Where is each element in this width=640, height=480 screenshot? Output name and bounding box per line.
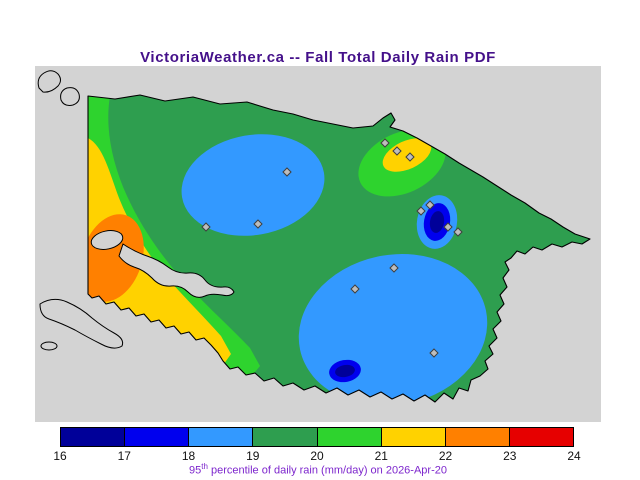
colorbar (60, 427, 574, 447)
island-outline-northwest-1 (37, 70, 61, 93)
colorbar-tick: 23 (503, 449, 517, 463)
harbour-channel (118, 243, 235, 298)
colorbar-tick: 16 (53, 449, 67, 463)
colorbar-segment (188, 428, 253, 446)
station-marker (443, 222, 453, 232)
island-outline-northwest-2 (60, 87, 80, 106)
colorbar-segment (61, 428, 125, 446)
station-marker (453, 227, 463, 237)
contour-navy-east (429, 211, 445, 233)
caption-superscript: th (201, 462, 208, 471)
colorbar-tick: 21 (374, 449, 388, 463)
plot-title: VictoriaWeather.ca -- Fall Total Daily R… (140, 49, 496, 66)
station-marker (282, 167, 292, 177)
colorbar-segment (316, 428, 381, 446)
peninsula-outline-southwest (39, 298, 124, 349)
colorbar-caption: 95th percentile of daily rain (mm/day) o… (35, 462, 601, 477)
colorbar-segment (124, 428, 189, 446)
colorbar-segment (380, 428, 445, 446)
station-marker (416, 206, 426, 216)
colorbar-tick: 20 (310, 449, 324, 463)
island-outline-southwest (40, 341, 58, 351)
station-marker (425, 200, 435, 210)
colorbar-tick: 24 (567, 449, 581, 463)
contour-lightblue-north (181, 134, 325, 236)
station-marker (405, 152, 415, 162)
station-marker (380, 138, 390, 148)
station-marker (201, 222, 211, 232)
station-marker (429, 348, 439, 358)
coastline (87, 94, 591, 403)
station-marker (253, 219, 263, 229)
station-marker (392, 146, 402, 156)
colorbar-tick: 19 (246, 449, 260, 463)
colorbar-segment (252, 428, 317, 446)
colorbar-tick: 17 (117, 449, 131, 463)
colorbar-segment (508, 428, 573, 446)
colorbar-ticks: 16 17 18 19 20 21 22 23 24 (53, 449, 580, 463)
contour-navy-south (335, 364, 355, 378)
caption-rest: percentile of daily rain (mm/day) on 202… (207, 464, 447, 477)
caption-prefix: 95 (189, 464, 202, 477)
station-markers (201, 138, 463, 358)
station-marker (389, 263, 399, 273)
station-marker (350, 284, 360, 294)
colorbar-tick: 18 (181, 449, 196, 463)
contour-yellow-northeast (382, 138, 432, 172)
weather-map (35, 66, 601, 422)
colorbar-tick: 22 (438, 449, 453, 463)
harbour-inlet-west (90, 230, 124, 250)
colorbar-segment (444, 428, 509, 446)
